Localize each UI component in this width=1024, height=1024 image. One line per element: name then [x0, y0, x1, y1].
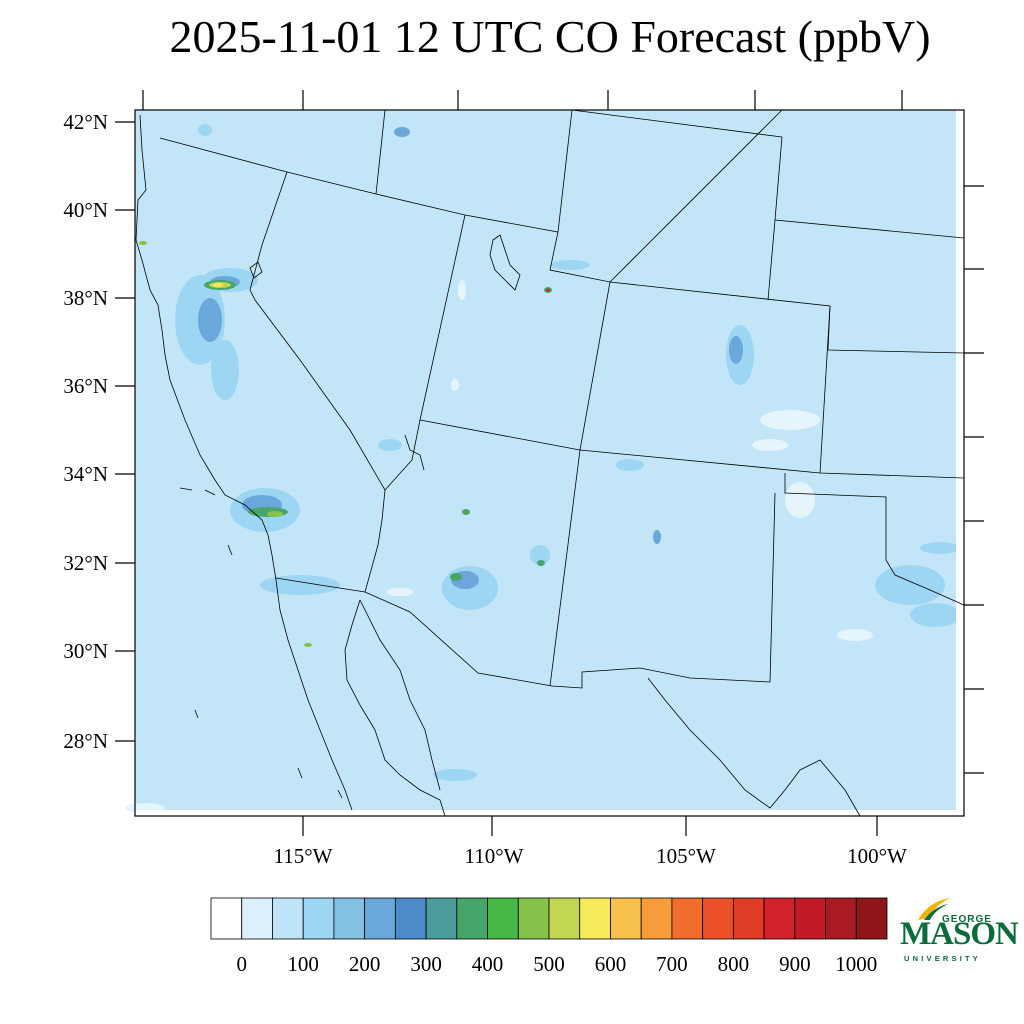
map-ticks: [115, 90, 984, 836]
colorbar-label: 200: [349, 952, 381, 976]
colorbar-swatch: [210, 897, 243, 940]
colorbar-swatch: [579, 897, 611, 940]
lat-label: 38°N: [63, 286, 108, 310]
colorbar-swatch: [671, 897, 704, 940]
colorbar-label: 600: [595, 952, 627, 976]
colorbar-labels: 0 100 200 300 400 500 600 700 800 900 1000: [236, 952, 877, 976]
colorbar-label: 100: [287, 952, 319, 976]
logo-main-text: MASON: [900, 916, 1019, 952]
colorbar-swatch: [487, 897, 519, 940]
lon-label: 105°W: [656, 844, 716, 868]
map-background: [135, 110, 964, 816]
colorbar-label: 900: [779, 952, 811, 976]
map-boundaries: [135, 109, 965, 817]
colorbar-swatch: [794, 897, 826, 940]
colorbar-label: 0: [236, 952, 247, 976]
co-hotspots: [139, 241, 552, 647]
colorbar-swatch: [855, 897, 888, 940]
colorbar-swatch: [825, 897, 857, 940]
lon-label: 110°W: [465, 844, 524, 868]
colorbar-swatch: [702, 897, 734, 940]
colorbar-swatch: [456, 897, 488, 940]
colorbar-label: 500: [533, 952, 565, 976]
lat-label: 28°N: [63, 729, 108, 753]
colorbar-swatch: [732, 897, 765, 940]
colorbar-label: 400: [472, 952, 504, 976]
colorbar-swatch: [548, 897, 581, 940]
map-frame: [134, 109, 965, 817]
colorbar-label: 700: [656, 952, 688, 976]
lat-label: 32°N: [63, 551, 108, 575]
map-title: 2025-11-01 12 UTC CO Forecast (ppbV): [169, 11, 931, 62]
lat-label: 42°N: [63, 110, 108, 134]
logo-top-text: GEORGE: [942, 914, 992, 925]
colorbar-swatch: [364, 897, 396, 940]
colorbar-swatch: [640, 897, 673, 940]
colorbar-swatch: [610, 897, 642, 940]
colorbar-swatch: [763, 897, 796, 940]
colorbar-label: 300: [410, 952, 442, 976]
logo-bottom-text: UNIVERSITY: [904, 954, 982, 963]
gmu-logo: GEORGE MASON UNIVERSITY: [898, 896, 1019, 966]
lat-label: 34°N: [63, 462, 108, 486]
colorbar-swatch: [241, 897, 273, 940]
lat-label: 36°N: [63, 374, 108, 398]
longitude-labels: 115°W 110°W 105°W 100°W: [274, 844, 908, 868]
lon-label: 115°W: [274, 844, 333, 868]
latitude-labels: 42°N 40°N 38°N 36°N 34°N 32°N 30°N 28°N: [63, 110, 108, 753]
lat-label: 40°N: [63, 198, 108, 222]
lon-label: 100°W: [847, 844, 907, 868]
colorbar-label: 1000: [835, 952, 877, 976]
colorbar-swatch: [517, 897, 550, 940]
colorbar-swatch: [425, 897, 458, 940]
colorbar-label: 800: [718, 952, 750, 976]
colorbar-swatch: [333, 897, 366, 940]
edge-gap-bottom: [135, 810, 964, 816]
low-co-patches: [125, 280, 873, 813]
colorbar-swatch: [394, 897, 427, 940]
edge-gap-right: [956, 110, 964, 816]
colorbar-swatch: [302, 897, 335, 940]
colorbar-swatch: [272, 897, 304, 940]
colorbar: [210, 897, 888, 940]
lat-label: 30°N: [63, 639, 108, 663]
logo-swoosh-icon: [918, 898, 950, 920]
